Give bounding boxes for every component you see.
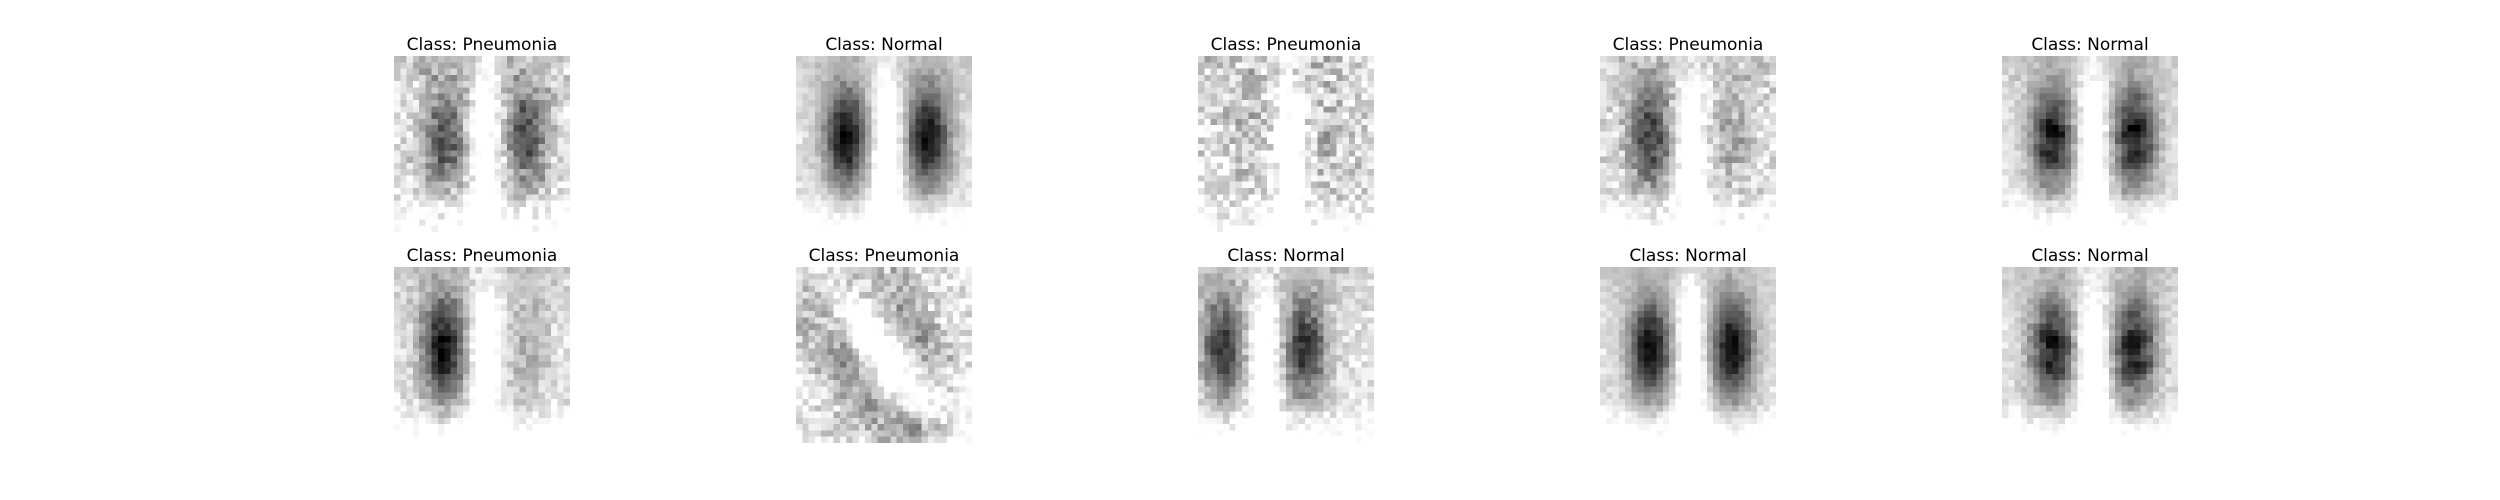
sample-panel: Class: Pneumonia	[394, 245, 570, 443]
sample-panel: Class: Normal	[796, 34, 972, 232]
xray-image	[796, 267, 972, 443]
xray-image	[2002, 267, 2178, 443]
panel-title: Class: Pneumonia	[808, 246, 960, 266]
xray-image	[394, 267, 570, 443]
sample-panel: Class: Normal	[1600, 245, 1776, 443]
panel-title: Class: Pneumonia	[1210, 35, 1362, 55]
xray-image	[394, 56, 570, 232]
sample-panel: Class: Pneumonia	[1600, 34, 1776, 232]
sample-panel: Class: Pneumonia	[796, 245, 972, 443]
xray-image	[1198, 267, 1374, 443]
panel-title: Class: Pneumonia	[406, 246, 558, 266]
sample-panel: Class: Normal	[1198, 245, 1374, 443]
xray-image	[2002, 56, 2178, 232]
panel-title: Class: Normal	[2031, 246, 2149, 266]
panel-title: Class: Normal	[2031, 35, 2149, 55]
panel-title: Class: Pneumonia	[406, 35, 558, 55]
panel-title: Class: Normal	[1227, 246, 1345, 266]
xray-image	[1600, 267, 1776, 443]
sample-panel: Class: Normal	[2002, 34, 2178, 232]
panel-title: Class: Pneumonia	[1612, 35, 1764, 55]
panel-title: Class: Normal	[1629, 246, 1747, 266]
panel-title: Class: Normal	[825, 35, 943, 55]
sample-panel: Class: Pneumonia	[1198, 34, 1374, 232]
xray-image	[1600, 56, 1776, 232]
sample-panel: Class: Pneumonia	[394, 34, 570, 232]
xray-image	[796, 56, 972, 232]
xray-image	[1198, 56, 1374, 232]
sample-panel: Class: Normal	[2002, 245, 2178, 443]
